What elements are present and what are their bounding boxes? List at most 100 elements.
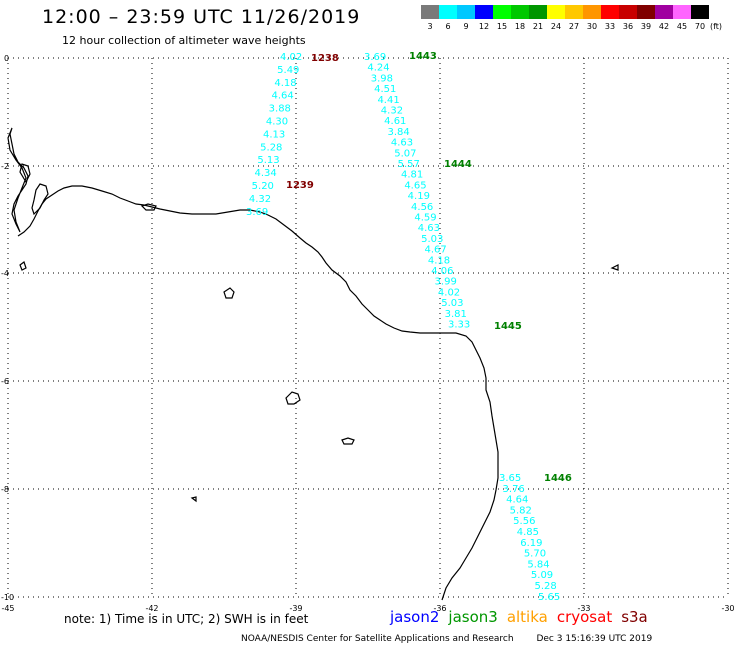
legend-label: 6 xyxy=(445,22,451,31)
wave-height-value: 5.82 xyxy=(510,505,532,516)
generated-timestamp: Dec 3 15:16:39 UTC 2019 xyxy=(536,634,653,644)
wave-height-value: 4.65 xyxy=(404,180,426,191)
wave-height-value: 4.51 xyxy=(374,84,396,95)
legend-label: 3 xyxy=(427,22,433,31)
lon-label: -42 xyxy=(145,604,158,613)
legend-label: 45 xyxy=(676,22,688,31)
legend-swatch xyxy=(547,5,565,19)
coastline xyxy=(7,127,619,601)
track-time-label: 1443 xyxy=(409,51,437,62)
legend-label: 42 xyxy=(658,22,670,31)
wave-height-value: 4.63 xyxy=(391,138,413,149)
lat-label: -10 xyxy=(1,593,14,602)
wave-height-value: 4.61 xyxy=(384,116,406,127)
wave-height-value: 4.02 xyxy=(438,287,460,298)
legend-swatch xyxy=(421,5,439,19)
legend-label: 9 xyxy=(463,22,469,31)
wave-height-value: 3.99 xyxy=(435,277,457,288)
wave-height-value: 4.02 xyxy=(280,52,302,63)
wave-height-value: 3.65 xyxy=(499,473,521,484)
lat-label: -4 xyxy=(1,269,9,278)
wave-height-value: 4.18 xyxy=(274,78,296,89)
wave-height-value: 5.57 xyxy=(398,159,420,170)
track-time-label: 1446 xyxy=(544,473,572,484)
wave-height-value: 3.33 xyxy=(448,320,470,331)
wave-height-value: 5.70 xyxy=(524,549,546,560)
legend-swatch xyxy=(691,5,709,19)
satellite-name-s3a: s3a xyxy=(621,608,648,626)
wave-height-value: 5.84 xyxy=(527,559,549,570)
legend-swatch xyxy=(439,5,457,19)
lon-label: -36 xyxy=(433,604,446,613)
wave-height-value: 5.65 xyxy=(538,592,560,603)
credit-text: NOAA/NESDIS Center for Satellite Applica… xyxy=(241,634,514,644)
track-time-label: 1239 xyxy=(286,180,314,191)
wave-height-value: 5.20 xyxy=(252,181,274,192)
wave-height-value: 4.59 xyxy=(414,213,436,224)
wave-height-value: 4.24 xyxy=(367,63,389,74)
lat-label: -8 xyxy=(1,485,9,494)
axis-labels: -45 -42 -39 -36 -33 -30 0 -2 -4 -6 -8 -1… xyxy=(1,54,735,613)
wave-height-value: 6.19 xyxy=(520,538,542,549)
legend-label: 30 xyxy=(586,22,598,31)
wave-height-value: 4.18 xyxy=(428,255,450,266)
lon-label: -33 xyxy=(577,604,590,613)
color-scale-labels: 3 6 9 12 15 18 21 24 27 30 33 36 39 42 45 70 (ft) xyxy=(421,22,722,31)
legend-label: 21 xyxy=(532,22,544,31)
wave-height-value: 5.13 xyxy=(257,155,279,166)
wave-height-value: 4.85 xyxy=(517,527,539,538)
wave-height-value: 4.19 xyxy=(408,191,430,202)
legend-swatch xyxy=(619,5,637,19)
lon-label: -30 xyxy=(721,604,734,613)
wave-height-value: 4.63 xyxy=(418,223,440,234)
legend-label: 39 xyxy=(640,22,652,31)
wave-height-value: 4.64 xyxy=(272,91,294,102)
altimeter-tracks: 4.02 5.49 4.18 4.64 3.88 4.304.13 5.28 5.13 4.34… xyxy=(246,51,572,603)
track-time-label: 1238 xyxy=(311,53,339,64)
satellite-name-jason2: jason2 xyxy=(390,608,440,626)
wave-height-value: 3.69 xyxy=(246,207,268,218)
lat-label: 0 xyxy=(4,54,9,63)
legend-swatch xyxy=(673,5,691,19)
wave-height-value: 4.56 xyxy=(411,202,433,213)
legend-label: 70 xyxy=(694,22,706,31)
wave-height-value: 5.07 xyxy=(394,148,416,159)
wave-height-value: 5.03 xyxy=(441,298,463,309)
wave-height-value: 5.28 xyxy=(534,581,556,592)
satellite-key: jason2 jason3 altika cryosat s3a xyxy=(390,608,657,626)
wave-height-value: 5.28 xyxy=(260,142,282,153)
wave-height-value: 4.13 xyxy=(263,129,285,140)
map-grid xyxy=(7,57,729,598)
satellite-name-cryosat: cryosat xyxy=(556,608,613,626)
wave-height-value: 4.32 xyxy=(249,194,271,205)
wave-height-value: 3.88 xyxy=(269,104,291,115)
wave-height-value: 3.69 xyxy=(364,52,386,63)
legend-label: 33 xyxy=(604,22,616,31)
legend-swatch xyxy=(601,5,619,19)
footer: NOAA/NESDIS Center for Satellite Applica… xyxy=(241,634,652,644)
wave-height-value: 4.32 xyxy=(381,106,403,117)
wave-height-value: 5.56 xyxy=(513,516,535,527)
wave-height-value: 4.41 xyxy=(377,95,399,106)
legend-swatch xyxy=(475,5,493,19)
map-subtitle: 12 hour collection of altimeter wave hei… xyxy=(62,34,306,47)
units-note: note: 1) Time is in UTC; 2) SWH is in fe… xyxy=(64,612,309,626)
wave-height-value: 4.34 xyxy=(255,168,277,179)
legend-label: 36 xyxy=(622,22,634,31)
legend-label: 12 xyxy=(478,22,490,31)
legend-swatch xyxy=(655,5,673,19)
wave-height-value: 4.06 xyxy=(431,266,453,277)
wave-height-value: 4.64 xyxy=(506,495,528,506)
track-time-label: 1444 xyxy=(444,159,472,170)
wave-height-value: 5.49 xyxy=(277,65,299,76)
legend-swatch xyxy=(511,5,529,19)
wave-height-value: 4.30 xyxy=(266,117,288,128)
legend-swatch xyxy=(529,5,547,19)
legend-swatch xyxy=(493,5,511,19)
lat-label: -6 xyxy=(1,377,9,386)
legend-swatch xyxy=(457,5,475,19)
legend-label: 18 xyxy=(514,22,526,31)
wave-height-value: 3.84 xyxy=(388,127,410,138)
lat-label: -2 xyxy=(1,162,9,171)
